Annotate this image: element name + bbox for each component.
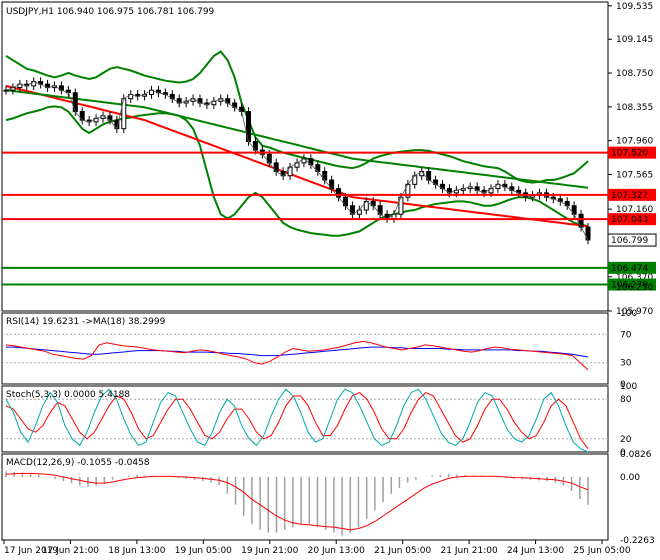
rsi-tick-label: 70 (620, 330, 632, 340)
bb-lower (5, 105, 589, 237)
candle-body (3, 89, 9, 92)
level-label: 106.279 (611, 281, 648, 291)
price-tick-label: 105.970 (616, 307, 653, 317)
level-badge (608, 146, 656, 159)
macd-tick-label: 0.00 (620, 473, 640, 483)
panel-2 (1, 385, 609, 453)
rsi-ma-line (6, 346, 589, 358)
x-tick-label: 18 Jun 13:00 (108, 546, 165, 556)
x-tick-label: 21 Jun 21:00 (441, 546, 498, 556)
macd-tick-label: -0.2263 (620, 536, 655, 546)
stoch-tick-label: 0 (620, 448, 626, 458)
stoch-k-line (5, 388, 589, 453)
price-tick-label: 109.145 (616, 35, 653, 45)
panel-0 (1, 1, 609, 312)
ma-red (5, 84, 589, 228)
x-tick-label: 19 Jun 05:00 (175, 546, 232, 556)
ma-green (5, 89, 589, 189)
price-tick-label: 107.160 (616, 205, 653, 215)
bb-upper (5, 50, 589, 184)
x-tick-label: 19 Jun 21:00 (241, 546, 298, 556)
rsi-line (5, 340, 589, 371)
level-label: 107.043 (611, 215, 648, 225)
price-tick-label: 109.535 (616, 2, 653, 12)
stoch-d-line (5, 392, 589, 449)
price-tick-label: 108.355 (616, 103, 653, 113)
level-badge (608, 188, 656, 201)
x-tick-label: 20 Jun 13:00 (308, 546, 365, 556)
rsi-tick-label: 0 (620, 380, 626, 390)
x-tick-label: 24 Jun 13:00 (507, 546, 564, 556)
price-tick-label: 107.960 (616, 137, 653, 147)
x-tick-label: 21 Jun 05:00 (374, 546, 431, 556)
price-badge (607, 233, 657, 247)
stoch-tick-label: 20 (620, 435, 632, 445)
price-tick-label: 106.250 (616, 283, 653, 293)
close-line (5, 81, 589, 241)
level-badge (608, 213, 656, 226)
level-badge (608, 261, 656, 274)
price-label: 106.799 (611, 236, 648, 246)
panel-3 (1, 453, 609, 541)
stoch-tick-label: 100 (620, 382, 637, 392)
price-tick-label: 108.750 (616, 69, 653, 79)
price-tick-label: 106.370 (616, 273, 653, 283)
x-tick-label: 17 Jun 21:00 (42, 546, 99, 556)
level-label: 107.820 (611, 149, 648, 159)
level-label: 106.474 (611, 264, 648, 274)
stoch-tick-label: 80 (620, 395, 632, 405)
macd-title: MACD(12,26,9) -0.1055 -0.0458 (6, 458, 150, 468)
rsi-tick-label: 30 (620, 359, 632, 369)
price-title: USDJPY,H1 106.940 106.975 106.781 106.79… (6, 7, 215, 17)
x-tick-label: 25 Jun 05:00 (573, 546, 630, 556)
price-tick-label: 107.565 (616, 170, 653, 180)
level-badge (608, 278, 656, 291)
macd-tick-label: 0.0826 (620, 450, 652, 460)
level-label: 107.327 (611, 191, 648, 201)
macd-signal-line (5, 472, 589, 531)
x-tick-label: 17 Jun 2019 (4, 546, 58, 556)
stoch-title: Stoch(5,3,3) 0.0000 5.4188 (6, 390, 130, 400)
rsi-tick-label: 100 (620, 309, 637, 319)
rsi-title: RSI(14) 19.6231 ->MA(18) 38.2999 (6, 317, 166, 327)
